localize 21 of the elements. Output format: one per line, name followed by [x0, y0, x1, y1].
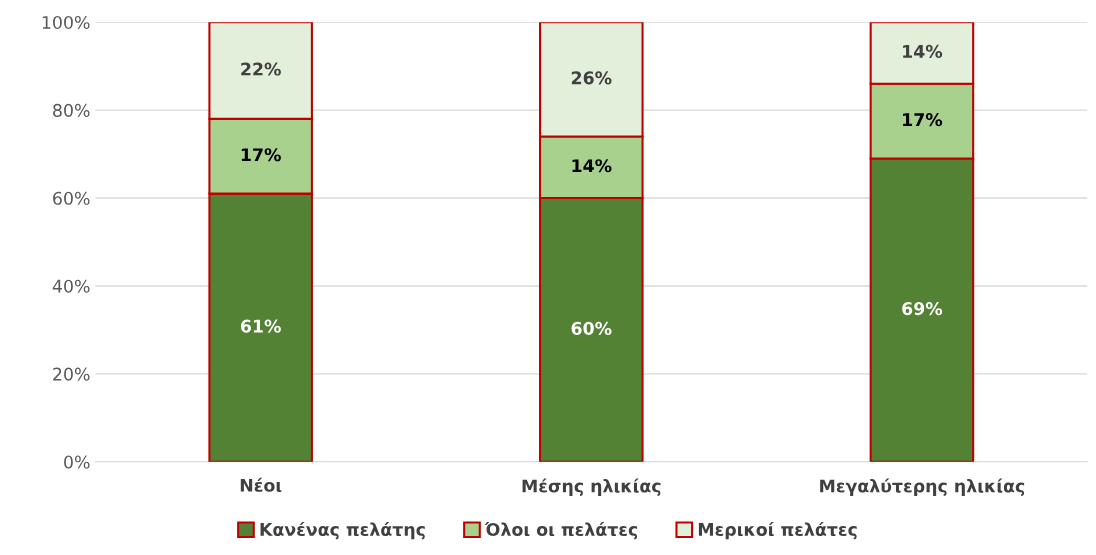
data-label: 61%	[240, 319, 281, 333]
legend-label: Μερικοί πελάτες	[698, 521, 857, 540]
y-tick-label: 40%	[52, 279, 90, 293]
data-label: 22%	[241, 62, 281, 76]
data-label: 26%	[571, 71, 612, 85]
data-label: 60%	[571, 321, 612, 335]
x-tick-label: Μέσης ηλικίας	[522, 478, 661, 496]
x-tick-label: Νέοι	[240, 477, 282, 492]
y-tick-label: 80%	[53, 103, 90, 117]
y-tick-label: 0%	[64, 455, 90, 469]
data-label: 17%	[241, 148, 281, 162]
data-label: 14%	[572, 159, 612, 173]
legend-label: Κανένας πελάτης	[260, 521, 425, 540]
legend-label: Όλοι οι πελάτες	[484, 521, 638, 540]
data-label: 14%	[903, 44, 943, 59]
y-tick-label: 20%	[53, 367, 90, 381]
y-tick-label: 60%	[53, 191, 90, 205]
data-label: 69%	[902, 302, 943, 316]
x-tick-label: Μεγαλύτερης ηλικίας	[820, 478, 1025, 496]
y-tick-label: 100%	[42, 15, 90, 30]
data-label: 17%	[903, 113, 943, 127]
